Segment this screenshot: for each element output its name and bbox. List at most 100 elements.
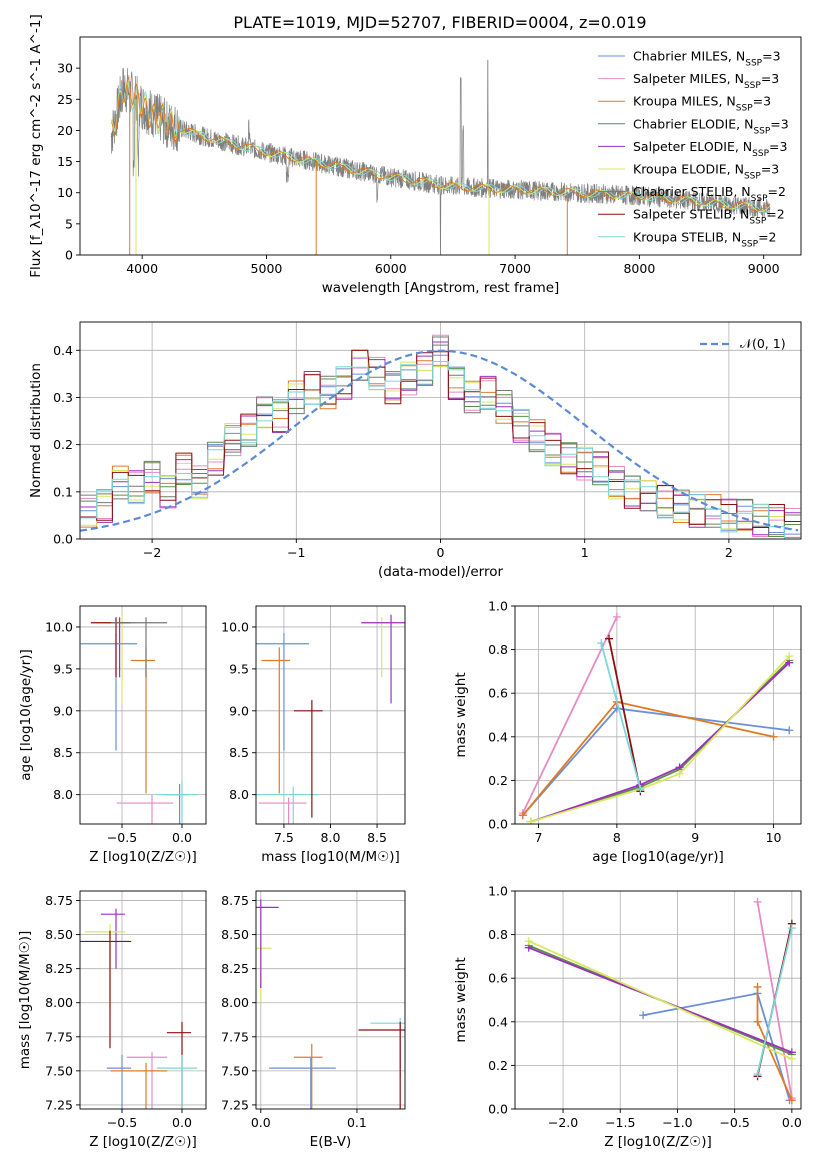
tick-label-x: 8.5 xyxy=(367,830,387,845)
tick-label-x: 0.0 xyxy=(172,830,192,845)
plot-area xyxy=(256,899,405,1109)
tick-label-y: 15 xyxy=(57,154,73,169)
gaussian-curve xyxy=(80,349,799,532)
tick-label-x: 9 xyxy=(691,830,699,845)
tick-label-y: 8.5 xyxy=(53,745,73,760)
weight-marker xyxy=(787,924,796,933)
tick-label-y: 30 xyxy=(57,61,73,76)
tick-label-y: 0.8 xyxy=(488,927,508,942)
weight-marker xyxy=(605,634,614,643)
tick-label-y: 8.25 xyxy=(45,961,73,976)
weight-marker xyxy=(639,1011,648,1020)
tick-label-x: 4000 xyxy=(126,261,158,276)
figure-title: PLATE=1019, MJD=52707, FIBERID=0004, z=0… xyxy=(233,13,646,32)
tick-label-y: 0.6 xyxy=(488,971,508,986)
hist-step xyxy=(80,344,801,537)
axis-label-x: Z [log10(Z/Z☉)] xyxy=(604,1134,712,1150)
tick-label-x: 5000 xyxy=(251,261,283,276)
tick-label-y: 1.0 xyxy=(488,599,508,614)
tick-label-y: 0.4 xyxy=(488,729,508,744)
tick-label-y: 8.5 xyxy=(229,745,249,760)
tick-label-y: 0.2 xyxy=(488,1058,508,1073)
weight-line xyxy=(608,638,642,792)
weight-marker xyxy=(769,732,778,741)
tick-label-x: −1.5 xyxy=(605,1115,635,1130)
tick-label-y: 8.50 xyxy=(221,927,249,942)
tick-label-y: 7.25 xyxy=(45,1097,73,1112)
tick-label-y: 0.2 xyxy=(53,437,73,452)
tick-label-y: 7.75 xyxy=(45,1029,73,1044)
tick-label-y: 20 xyxy=(57,123,73,138)
tick-label-y: 0.2 xyxy=(488,773,508,788)
tick-label-x: 6000 xyxy=(375,261,407,276)
weight-marker xyxy=(753,1017,762,1026)
weight-marker xyxy=(597,639,606,648)
tick-label-y: 5 xyxy=(65,216,73,231)
panel-age_vs_mass: 7.5 8.0 8.5 8.0 8.5 9.0 9.5 10.0 mass [log10(M/M… xyxy=(221,605,406,865)
legend-label: Salpeter STELIB, NSSP=2 xyxy=(633,207,785,227)
tick-label-y: 9.5 xyxy=(229,661,249,676)
legend-label: Kroupa MILES, NSSP=3 xyxy=(633,94,771,114)
tick-label-x: 7 xyxy=(535,830,543,845)
model-spectrum xyxy=(110,76,770,212)
plot-area xyxy=(518,612,794,824)
tick-label-y: 10.0 xyxy=(221,619,249,634)
axes-frame xyxy=(514,605,802,825)
weight-line xyxy=(530,655,790,823)
tick-label-y: 1.0 xyxy=(488,884,508,899)
weight-line xyxy=(756,927,793,1075)
panel-weight_vs_age: 7 8 9 10 0.0 0.2 0.4 0.6 0.8 1.0 age [log10(age/yr… xyxy=(453,599,802,865)
weight-line xyxy=(530,659,790,823)
tick-label-y: 10.0 xyxy=(45,619,73,634)
weight-marker xyxy=(518,811,527,820)
plot-area xyxy=(524,897,796,1105)
tick-label-y: 0 xyxy=(65,248,73,263)
tick-label-x: −0.5 xyxy=(107,1115,137,1130)
legend-label: Kroupa STELIB, NSSP=2 xyxy=(633,229,777,249)
axis-label-x: mass [log10(M/M☉)] xyxy=(261,849,400,865)
tick-label-x: 7000 xyxy=(499,261,531,276)
axes-frame xyxy=(79,36,802,256)
tick-label-y: 0.0 xyxy=(488,817,508,832)
axis-label-x: (data-model)/error xyxy=(378,564,504,580)
axes-frame xyxy=(514,890,802,1110)
weight-marker xyxy=(787,1054,796,1063)
hist-step xyxy=(80,334,801,537)
weight-marker xyxy=(753,982,762,991)
tick-label-x: 10 xyxy=(766,830,782,845)
tick-label-x: 0.0 xyxy=(251,1115,271,1130)
axis-label-x: E(B-V) xyxy=(310,1134,352,1150)
weight-line xyxy=(521,616,618,814)
tick-label-y: 7.50 xyxy=(45,1063,73,1078)
axes-frame xyxy=(255,890,406,1110)
weight-marker xyxy=(753,897,762,906)
legend-label: Chabrier ELODIE, NSSP=3 xyxy=(633,116,789,136)
tick-label-y: 8.50 xyxy=(45,927,73,942)
plot-area xyxy=(80,614,198,824)
axis-label-x: age [log10(age/yr)] xyxy=(592,849,724,865)
tick-label-x: −0.5 xyxy=(719,1115,749,1130)
hist-step xyxy=(80,349,801,538)
weight-marker xyxy=(636,785,645,794)
plot-area xyxy=(110,59,771,255)
axis-label-y: mass [log10(M/M☉)] xyxy=(17,931,33,1070)
legend-label: 𝒩(0, 1) xyxy=(740,336,786,351)
tick-label-y: 8.00 xyxy=(221,995,249,1010)
legend-label: Kroupa ELODIE, NSSP=3 xyxy=(633,162,779,182)
tick-label-x: −1.0 xyxy=(662,1115,692,1130)
hist-step xyxy=(80,361,801,539)
tick-label-x: 8000 xyxy=(623,261,655,276)
tick-label-x: 8 xyxy=(613,830,621,845)
axes-frame xyxy=(79,890,207,1110)
tick-label-y: 0.0 xyxy=(53,532,73,547)
legend-label: Chabrier MILES, NSSP=3 xyxy=(633,49,781,69)
tick-label-y: 9.0 xyxy=(53,703,73,718)
hist-step xyxy=(80,341,801,536)
plot-area xyxy=(80,908,198,1109)
tick-label-y: 0.1 xyxy=(53,484,73,499)
axis-label-x: wavelength [Angstrom, rest frame] xyxy=(322,280,560,296)
weight-marker xyxy=(612,612,621,621)
axis-label-x: Z [log10(Z/Z☉)] xyxy=(89,1134,197,1150)
axis-label-y: age [log10(age/yr)] xyxy=(18,649,34,781)
